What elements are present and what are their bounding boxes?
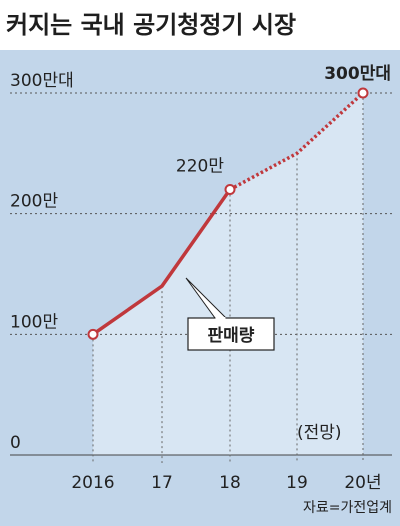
series-name: 판매량 [208,326,255,346]
x-tick-label: 19 [286,473,308,493]
series-line-forecast [229,91,365,192]
data-points [87,87,369,340]
y-axis-ticks: 0 100만 200만 300만대 [10,71,74,453]
series-callout: 판매량 [185,277,275,351]
data-label: 220만 [176,157,224,177]
source-note: 자료=가전업계 [303,500,392,516]
x-tick-label: 18 [219,473,241,493]
callout-box [187,317,275,351]
series-line-actual [91,187,232,337]
x-tick-label: 20년 [344,473,381,493]
data-label: 300만대 [324,64,391,84]
chart-title: 커지는 국내 공기청정기 시장 [6,11,296,39]
forecast-note: (전망) [297,423,342,443]
title-band [0,0,400,50]
x-tick-label: 17 [151,473,173,493]
x-axis-ticks: 2016 17 18 19 20년 [71,93,382,493]
x-tick-label: 2016 [71,473,114,493]
data-labels: 220만 300만대 [176,64,391,177]
data-point [357,87,369,99]
y-tick-label: 200만 [10,192,58,212]
data-point [87,328,99,340]
data-point [224,184,236,196]
area-fill [93,93,363,455]
y-tick-label: 300만대 [10,71,74,91]
y-tick-label: 0 [10,433,21,453]
area-fill-layer [93,93,363,455]
series-line [91,91,365,337]
y-tick-label: 100만 [10,312,58,332]
